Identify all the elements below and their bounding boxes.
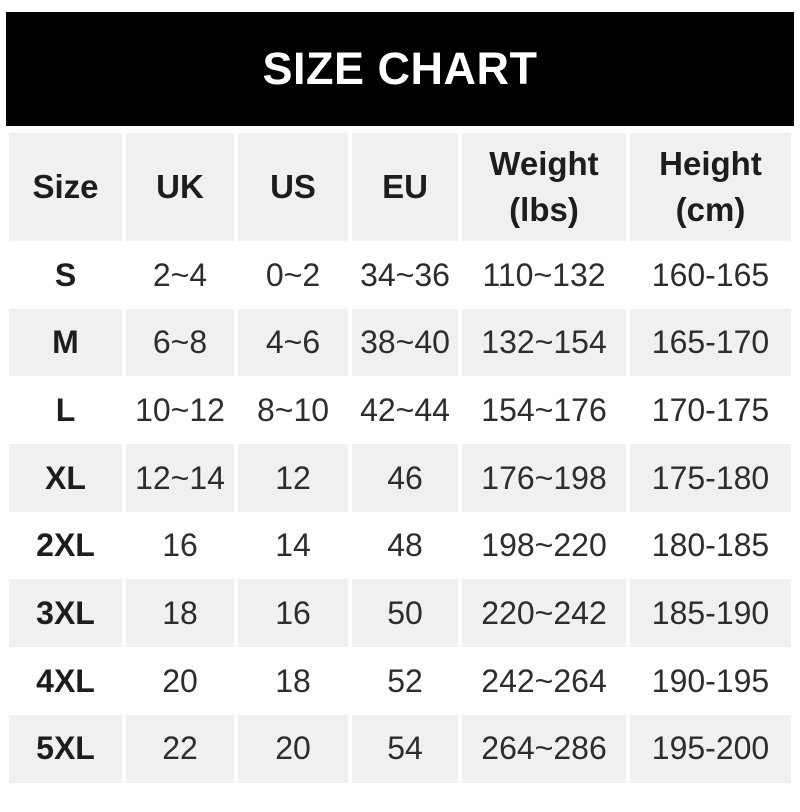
- table-cell: 42~44: [352, 376, 458, 445]
- column-header-line: UK: [156, 167, 204, 205]
- column-header-uk: UK: [126, 133, 234, 241]
- column-header-line: (cm): [675, 191, 746, 228]
- table-cell: 4~6: [238, 308, 348, 377]
- table-cell: 175-180: [630, 444, 791, 512]
- column-header-line: (lbs): [509, 191, 579, 228]
- table-cell: 18: [126, 579, 234, 648]
- size-row-label-4xl: 4XL: [9, 647, 122, 715]
- column-header-line: Height: [659, 144, 762, 182]
- size-row-label-l: L: [9, 376, 122, 445]
- table-cell: 14: [238, 511, 348, 580]
- table-cell: 185-190: [630, 579, 791, 648]
- table-cell: 54: [352, 714, 458, 783]
- table-cell: 2~4: [126, 241, 234, 309]
- size-row-label-5xl: 5XL: [9, 714, 122, 783]
- table-cell: 6~8: [126, 308, 234, 377]
- table-cell: 20: [238, 714, 348, 783]
- table-cell: 0~2: [238, 241, 348, 309]
- table-cell: 50: [352, 579, 458, 648]
- column-header-eu: EU: [352, 133, 458, 241]
- column-header-line: EU: [382, 167, 428, 205]
- column-header-us: US: [238, 133, 348, 241]
- column-header-height-cm: Height (cm): [630, 133, 791, 241]
- table-cell: 20: [126, 647, 234, 715]
- table-cell: 38~40: [352, 308, 458, 377]
- table-cell: 220~242: [462, 579, 626, 648]
- size-row-label-m: M: [9, 308, 122, 377]
- table-cell: 264~286: [462, 714, 626, 783]
- table-cell: 198~220: [462, 511, 626, 580]
- column-header-line: Size: [32, 167, 99, 205]
- table-cell: 242~264: [462, 647, 626, 715]
- size-row-label-xl: XL: [9, 444, 122, 512]
- page-title: SIZE CHART: [262, 43, 538, 94]
- table-cell: 110~132: [462, 241, 626, 309]
- column-header-weight-lbs: Weight (lbs): [462, 133, 626, 241]
- table-cell: 48: [352, 511, 458, 580]
- title-banner: SIZE CHART: [6, 12, 794, 126]
- table-cell: 165-170: [630, 308, 791, 377]
- size-chart-page: SIZE CHART Size UK US EU Weight (lbs) Height (c…: [0, 12, 800, 783]
- table-cell: 195-200: [630, 714, 791, 783]
- table-cell: 22: [126, 714, 234, 783]
- table-cell: 34~36: [352, 241, 458, 309]
- table-cell: 16: [126, 511, 234, 580]
- column-header-line: US: [270, 167, 316, 205]
- table-cell: 132~154: [462, 308, 626, 377]
- size-row-label-s: S: [9, 241, 122, 309]
- table-cell: 10~12: [126, 376, 234, 445]
- table-cell: 52: [352, 647, 458, 715]
- table-cell: 180-185: [630, 511, 791, 580]
- table-cell: 16: [238, 579, 348, 648]
- table-cell: 12: [238, 444, 348, 512]
- table-cell: 8~10: [238, 376, 348, 445]
- size-row-label-2xl: 2XL: [9, 511, 122, 580]
- table-cell: 160-165: [630, 241, 791, 309]
- table-cell: 46: [352, 444, 458, 512]
- table-cell: 170-175: [630, 376, 791, 445]
- size-table: Size UK US EU Weight (lbs) Height (cm) S 2~4 0~2 34…: [0, 133, 800, 783]
- table-cell: 154~176: [462, 376, 626, 445]
- column-header-size: Size: [9, 133, 122, 241]
- column-header-line: Weight: [489, 144, 599, 182]
- table-cell: 190-195: [630, 647, 791, 715]
- table-cell: 12~14: [126, 444, 234, 512]
- table-cell: 176~198: [462, 444, 626, 512]
- table-cell: 18: [238, 647, 348, 715]
- size-row-label-3xl: 3XL: [9, 579, 122, 648]
